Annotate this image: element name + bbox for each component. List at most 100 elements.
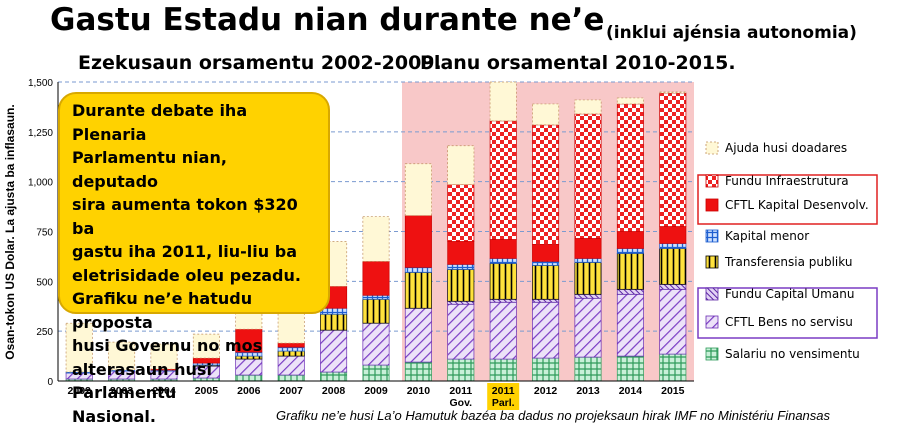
bar-segment	[616, 97, 644, 105]
legend-label: CFTL Kapital Desenvolv.	[725, 198, 869, 212]
bar-segment	[447, 241, 475, 265]
x-tick-label: Parl.	[492, 397, 515, 409]
legend-swatch	[705, 198, 719, 212]
callout-line: husi Governu no mos	[72, 336, 263, 355]
bar-segment	[659, 248, 687, 285]
callout-box: Durante debate iha Plenaria Parlamentu n…	[58, 92, 330, 426]
bar-segment	[404, 267, 432, 273]
x-tick-label: 2007	[280, 385, 304, 397]
bar-segment	[616, 253, 644, 290]
legend-swatch	[705, 315, 719, 329]
x-tick-label: 2002	[68, 385, 92, 397]
bar-segment	[574, 258, 602, 263]
bar-segment	[192, 333, 220, 359]
bar-segment	[489, 81, 517, 122]
x-tick-label: 2005	[195, 385, 219, 397]
x-tick-label: Gov.	[450, 397, 473, 409]
bar-segment	[447, 358, 475, 382]
bar-segment	[574, 293, 602, 299]
chart-subtitle-planned: Planu orsamental 2010-2015.	[420, 52, 736, 74]
bar-segment	[489, 263, 517, 300]
legend-swatch	[705, 141, 719, 155]
bar-segment	[574, 297, 602, 358]
bar-segment	[574, 99, 602, 115]
bar-segment	[532, 298, 560, 303]
legend-swatch	[705, 174, 719, 188]
x-tick-label: 2003	[110, 385, 134, 397]
bar-segment	[659, 243, 687, 249]
bar-segment	[574, 262, 602, 295]
legend-label: Transferensia publiku	[724, 255, 852, 269]
bar-segment	[574, 113, 602, 239]
bar-segment	[659, 283, 687, 290]
bar-segment	[532, 265, 560, 300]
y-tick-label: 1,250	[28, 128, 53, 139]
bar-segment	[659, 353, 687, 382]
bar-segment	[362, 216, 390, 262]
bar-segment	[616, 288, 644, 295]
y-tick-label: 1,500	[28, 78, 53, 89]
bar-segment	[659, 92, 687, 227]
bar-segment	[489, 120, 517, 240]
x-tick-label: 2004	[152, 385, 176, 397]
bar-segment	[447, 300, 475, 305]
bar-segment	[362, 261, 390, 296]
bar-segment	[616, 248, 644, 254]
bar-segment	[532, 357, 560, 382]
bar-segment	[489, 301, 517, 360]
bar-segment	[659, 226, 687, 244]
x-tick-label: 2015	[661, 385, 685, 397]
bar-segment	[404, 163, 432, 216]
x-tick-label: 2010	[407, 385, 431, 397]
x-tick-label: 2011	[449, 385, 472, 397]
bar-segment	[532, 124, 560, 245]
bar-segment	[489, 298, 517, 303]
bar-segment	[404, 361, 432, 382]
bar-segment	[362, 294, 390, 300]
x-tick-label: 2006	[237, 385, 261, 397]
callout-line: Parlamentu nian, deputado	[72, 148, 227, 191]
x-tick-highlight	[487, 383, 520, 410]
legend-label: Kapital menor	[725, 229, 809, 243]
bar-segment	[404, 215, 432, 268]
bar-segment	[404, 272, 432, 309]
callout-line: alterasaun husi Parlamentu	[72, 359, 212, 403]
x-tick-label: 2014	[619, 385, 643, 397]
bar-segment	[616, 355, 644, 382]
legend-label: Ajuda husi doadares	[725, 141, 847, 155]
bar-segment	[362, 364, 390, 382]
bar-segment	[447, 269, 475, 302]
x-tick-label: 2012	[534, 385, 558, 397]
x-tick-label: 2011	[492, 385, 515, 397]
bar-segment	[447, 264, 475, 270]
bar-segment	[532, 261, 560, 266]
chart-subtitle-executed: Ezekusaun orsamentu 2002-2009.	[78, 52, 442, 74]
y-tick-label: 1,000	[28, 178, 53, 189]
y-axis-label: Osan-tokon US Dolar. La ajusta ba inflas…	[3, 104, 17, 359]
chart-title-note: (inklui ajénsia autonomia)	[606, 23, 857, 43]
bar-segment	[532, 244, 560, 262]
bar-segment	[489, 258, 517, 264]
x-tick-label: 2013	[576, 385, 600, 397]
callout-line: eletrisidade oleu pezadu.	[72, 265, 301, 285]
legend-label: Fundu Capital Umanu	[725, 287, 854, 301]
x-tick-label: 2008	[322, 385, 346, 397]
legend-group-box-purple	[697, 287, 878, 339]
bar-segment	[659, 91, 687, 94]
bar-segment	[108, 341, 136, 371]
bar-segment	[574, 238, 602, 259]
bar-segment	[532, 301, 560, 359]
callout-line: gastu iha 2011, liu-liu ba	[72, 242, 297, 261]
bar-segment	[489, 239, 517, 259]
bar-segment	[447, 184, 475, 242]
x-tick-label: 2009	[364, 385, 388, 397]
legend-swatch	[705, 287, 719, 301]
bar-segment	[362, 298, 390, 324]
bar-segment	[320, 329, 348, 373]
callout-line: Grafiku ne’e hatudu proposta	[72, 289, 253, 332]
y-tick-label: 500	[36, 277, 53, 288]
callout-line: Nasional.	[72, 406, 156, 426]
bar-segment	[574, 356, 602, 382]
y-tick-label: 750	[36, 228, 53, 239]
